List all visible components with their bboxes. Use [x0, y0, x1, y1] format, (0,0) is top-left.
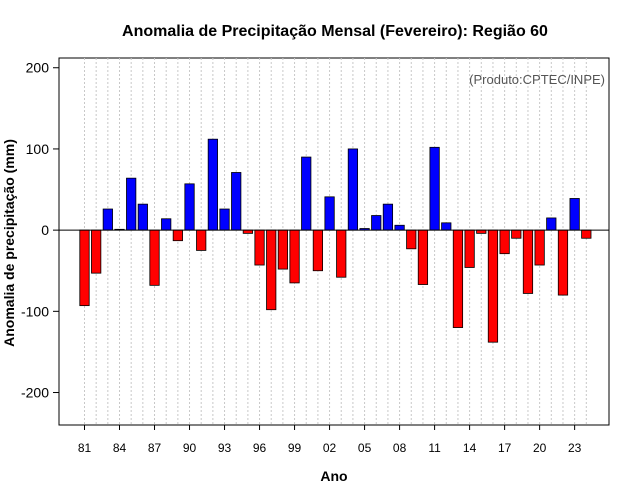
bar-2011: [429, 146, 440, 231]
bar-2022: [557, 229, 569, 296]
bar-2004: [347, 148, 359, 231]
x-tick-label: 96: [253, 441, 267, 455]
bar-1986: [137, 203, 148, 231]
bar-2003: [336, 229, 347, 278]
bar-2019: [522, 229, 534, 294]
y-tick-label: -100: [21, 303, 49, 319]
bar-1988: [161, 218, 172, 231]
bar-1981: [79, 229, 90, 307]
bar-2008: [394, 224, 405, 231]
x-tick-label: 20: [533, 441, 547, 455]
y-axis: -200 -100 0 100 200: [21, 60, 59, 401]
y-tick-label: 0: [41, 222, 49, 238]
bar-2009: [406, 229, 417, 250]
x-tick-label: 08: [393, 441, 407, 455]
bar-1985: [126, 177, 137, 231]
x-tick-label: 02: [323, 441, 337, 455]
bars: [79, 138, 592, 343]
gridlines: [84, 58, 587, 425]
x-tick-label: 93: [218, 441, 232, 455]
bar-1997: [266, 229, 277, 311]
bar-2023: [569, 198, 580, 231]
bar-1982: [91, 229, 102, 274]
bar-1993: [219, 208, 230, 231]
bar-2021: [546, 217, 557, 231]
bar-2007: [382, 203, 394, 231]
bar-2014: [464, 229, 475, 268]
bar-1992: [207, 138, 218, 231]
bar-2001: [312, 229, 324, 272]
x-tick-label: 87: [148, 441, 162, 455]
x-tick-label: 99: [288, 441, 302, 455]
bar-1990: [184, 183, 195, 231]
bar-2017: [499, 229, 510, 255]
bar-2012: [441, 222, 452, 231]
credit-text: (Produto:CPTEC/INPE): [469, 72, 605, 87]
x-tick-label: 14: [463, 441, 477, 455]
bar-1987: [149, 229, 160, 286]
plot-frame: [58, 57, 610, 426]
x-tick-label: 23: [568, 441, 582, 455]
bar-1989: [172, 229, 183, 242]
bar-2010: [417, 229, 429, 285]
y-tick-label: 200: [26, 60, 50, 76]
x-tick-label: 11: [428, 441, 441, 455]
bar-2016: [487, 229, 499, 343]
bar-1996: [254, 229, 265, 266]
bar-1998: [277, 229, 288, 270]
bar-2002: [324, 196, 335, 231]
x-tick-label: 81: [78, 441, 92, 455]
x-axis-label: Ano: [320, 468, 347, 484]
x-tick-label: 84: [113, 441, 127, 455]
x-axis: 81 84 87 90 93 96 99 02 05 08 11 14 17 20 23: [78, 425, 582, 455]
bar-1994: [231, 172, 242, 231]
bar-1991: [196, 229, 207, 251]
bar-2018: [511, 229, 522, 239]
bar-2006: [371, 215, 382, 231]
bar-2000: [301, 156, 312, 231]
bar-2020: [534, 229, 545, 266]
y-tick-label: -200: [21, 385, 49, 401]
bar-1983: [102, 208, 113, 231]
bar-1999: [289, 229, 300, 284]
x-tick-label: 05: [358, 441, 372, 455]
bar-2024: [581, 229, 592, 239]
x-tick-label: 17: [498, 441, 512, 455]
bar-2013: [452, 229, 464, 328]
x-tick-label: 90: [183, 441, 197, 455]
y-axis-label: Anomalia de precipitação (mm): [1, 139, 17, 347]
y-tick-label: 100: [26, 141, 50, 157]
chart-title: Anomalia de Precipitação Mensal (Feverei…: [122, 23, 548, 40]
